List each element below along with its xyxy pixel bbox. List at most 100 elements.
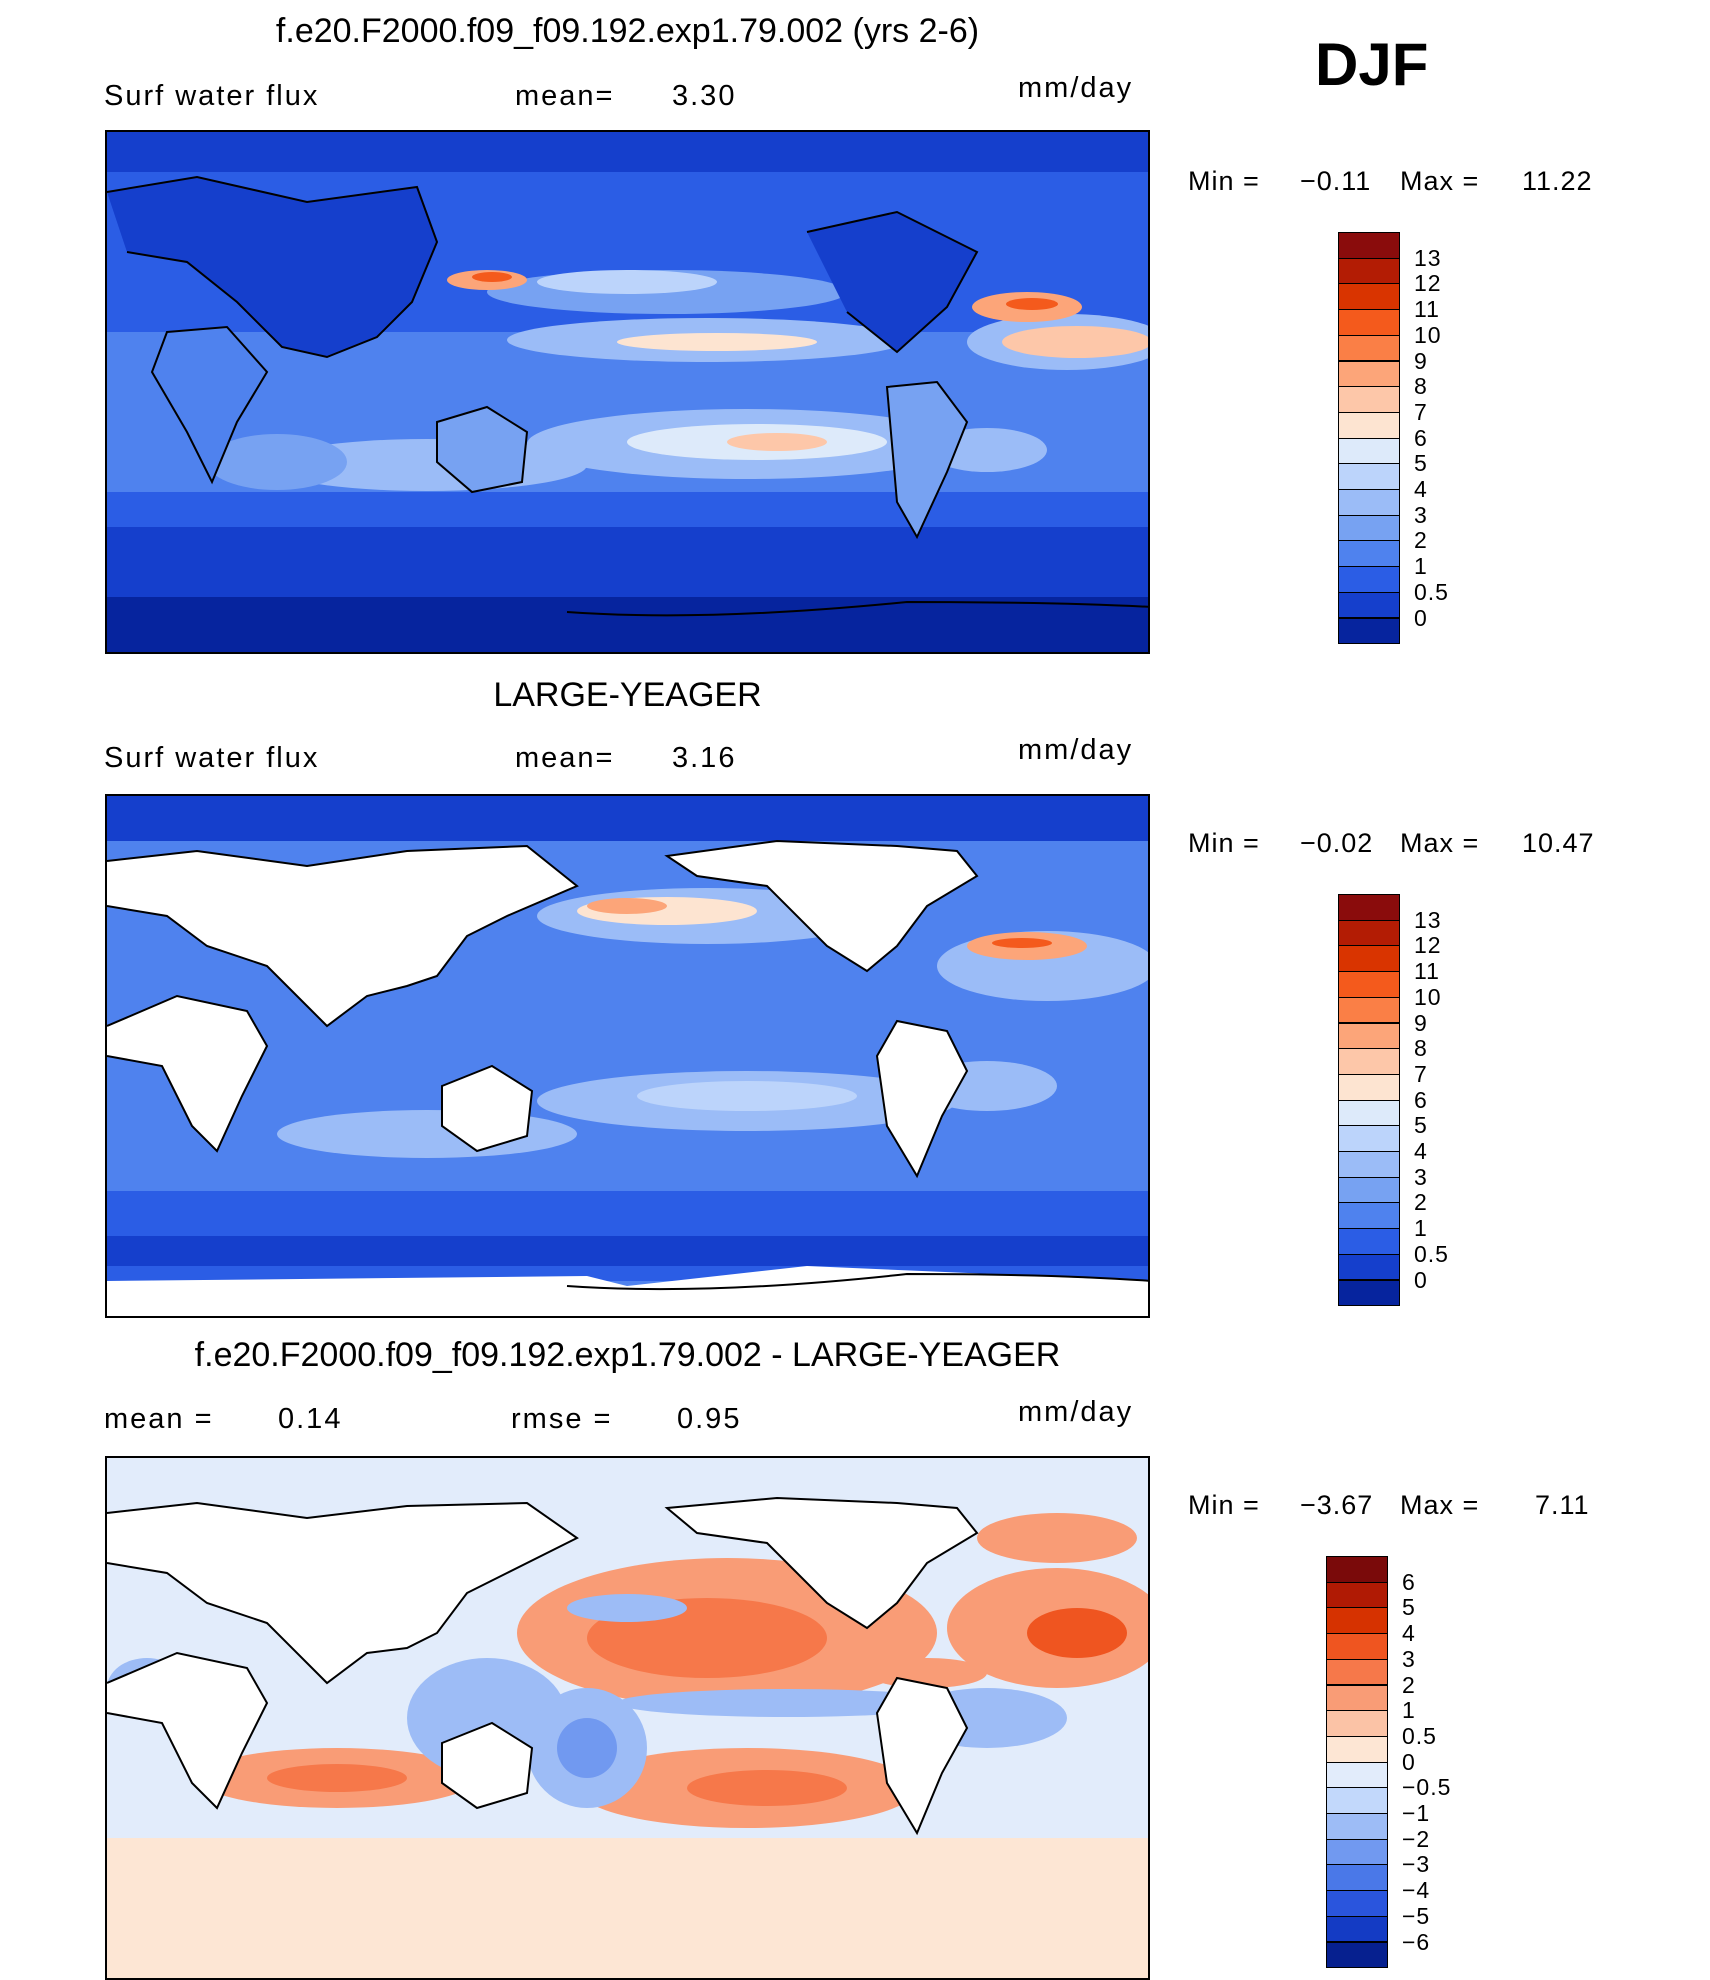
- colorbar-tick-label: −6: [1402, 1928, 1431, 1955]
- colorbar-swatch: [1326, 1684, 1388, 1712]
- panel3-max-value: 7.11: [1535, 1490, 1590, 1520]
- colorbar-swatch: [1326, 1915, 1388, 1943]
- colorbar-swatch: [1338, 1073, 1400, 1101]
- colorbar-tick-label: 10: [1414, 321, 1442, 348]
- panel2-min-label: Min =: [1188, 828, 1260, 858]
- colorbar-tick-label: 3: [1402, 1645, 1416, 1672]
- colorbar-tick-label: 5: [1414, 450, 1428, 477]
- colorbar-swatch: [1338, 360, 1400, 388]
- colorbar-tick-label: 3: [1414, 1163, 1428, 1190]
- colorbar-tick-label: −4: [1402, 1877, 1431, 1904]
- colorbar-swatch: [1338, 386, 1400, 413]
- colorbar-tick-label: 12: [1414, 270, 1442, 297]
- colorbar-swatch: [1326, 1813, 1388, 1840]
- panel3-min-value: −3.67: [1300, 1490, 1374, 1520]
- colorbar-tick-label: 0.5: [1402, 1722, 1437, 1749]
- panel3-min-label: Min =: [1188, 1490, 1260, 1520]
- colorbar-swatch: [1338, 540, 1400, 568]
- colorbar-tick-label: 12: [1414, 932, 1442, 959]
- panel3-mean-label: mean =: [104, 1403, 214, 1435]
- panel2-map: [105, 794, 1150, 1318]
- panel1-max-label: Max =: [1400, 166, 1480, 196]
- colorbar-tick-label: 4: [1414, 1138, 1428, 1164]
- colorbar-tick-label: 0: [1402, 1748, 1416, 1775]
- colorbar-tick-label: −0.5: [1402, 1774, 1452, 1801]
- panel3-mean-value: 0.14: [278, 1403, 343, 1435]
- colorbar-swatch: [1338, 1125, 1400, 1152]
- colorbar-tick-label: 6: [1414, 424, 1428, 451]
- colorbar-tick-label: 2: [1414, 527, 1428, 554]
- colorbar-tick-label: 11: [1414, 958, 1440, 985]
- colorbar-swatch: [1338, 1253, 1400, 1281]
- colorbar-swatch: [1338, 463, 1400, 490]
- panel3-map: [105, 1456, 1150, 1980]
- colorbar-tick-label: 5: [1414, 1112, 1428, 1139]
- colorbar-swatch: [1326, 1761, 1388, 1789]
- colorbar-swatch: [1338, 945, 1400, 973]
- colorbar-swatch: [1338, 1048, 1400, 1075]
- colorbar-tick-label: −5: [1402, 1902, 1431, 1929]
- colorbar-swatch: [1326, 1556, 1388, 1583]
- colorbar-swatch: [1338, 591, 1400, 619]
- colorbar-tick-label: −3: [1402, 1851, 1431, 1878]
- colorbar-swatch: [1338, 411, 1400, 439]
- colorbar-swatch: [1338, 617, 1400, 645]
- colorbar-tick-label: 9: [1414, 347, 1428, 374]
- colorbar-tick-label: 0: [1414, 1266, 1428, 1293]
- colorbar-tick-label: 6: [1402, 1568, 1416, 1595]
- colorbar-swatch: [1326, 1787, 1388, 1814]
- colorbar-swatch: [1338, 514, 1400, 542]
- colorbar-tick-label: 5: [1402, 1594, 1416, 1621]
- panel2-min-value: −0.02: [1300, 828, 1374, 858]
- colorbar-tick-label: 11: [1414, 296, 1440, 323]
- colorbar-tick-label: 0.5: [1414, 578, 1449, 605]
- colorbar-tick-label: 10: [1414, 983, 1442, 1010]
- colorbar-swatch: [1326, 1735, 1388, 1763]
- colorbar-tick-label: 8: [1414, 1035, 1428, 1062]
- panel1-variable-label: Surf water flux: [104, 80, 320, 112]
- panel1-mean-value: 3.30: [672, 80, 737, 112]
- colorbar-swatch: [1338, 1228, 1400, 1255]
- colorbar-tick-label: 2: [1414, 1189, 1428, 1216]
- panel2-max-label: Max =: [1400, 828, 1480, 858]
- panel2-mean-value: 3.16: [672, 742, 737, 774]
- colorbar-swatch: [1338, 283, 1400, 311]
- panel3-map-svg: [107, 1458, 1148, 1978]
- panel3-rmse-value: 0.95: [677, 1403, 742, 1435]
- panel2-variable-label: Surf water flux: [104, 742, 320, 774]
- panel3-units: mm/day: [1018, 1396, 1134, 1428]
- colorbar-tick-label: 13: [1414, 906, 1442, 933]
- colorbar-swatch: [1338, 232, 1400, 259]
- colorbar-tick-label: −2: [1402, 1825, 1431, 1852]
- colorbar-swatch: [1326, 1864, 1388, 1892]
- colorbar-swatch: [1338, 566, 1400, 593]
- colorbar-tick-label: −1: [1402, 1800, 1431, 1826]
- colorbar-swatch: [1338, 1279, 1400, 1307]
- panel1-min-value: −0.11: [1300, 166, 1372, 196]
- panel1-map: [105, 130, 1150, 654]
- colorbar-swatch: [1326, 1941, 1388, 1969]
- colorbar-tick-label: 0.5: [1414, 1240, 1449, 1267]
- colorbar-tick-label: 6: [1414, 1086, 1428, 1113]
- panel2-mean-label: mean=: [515, 742, 615, 774]
- panel1-mean-label: mean=: [515, 80, 615, 112]
- colorbar-swatch: [1338, 437, 1400, 465]
- colorbar-swatch: [1326, 1710, 1388, 1737]
- panel2-title: LARGE-YEAGER: [493, 676, 762, 714]
- colorbar-tick-label: 13: [1414, 244, 1442, 271]
- colorbar-swatch: [1338, 1176, 1400, 1204]
- panel2-max-value: 10.47: [1522, 828, 1595, 858]
- colorbar-swatch: [1338, 1151, 1400, 1178]
- colorbar-swatch: [1338, 971, 1400, 998]
- panel1-max-value: 11.22: [1522, 166, 1593, 196]
- colorbar-tick-label: 4: [1414, 476, 1428, 502]
- panel3-max-label: Max =: [1400, 1490, 1480, 1520]
- panel2-map-svg: [107, 796, 1148, 1316]
- colorbar-tick-label: 4: [1402, 1620, 1416, 1647]
- colorbar-tick-label: 3: [1414, 501, 1428, 528]
- colorbar-swatch: [1338, 489, 1400, 516]
- colorbar-tick-label: 7: [1414, 398, 1428, 425]
- colorbar-tick-label: 7: [1414, 1060, 1428, 1087]
- colorbar-swatch: [1338, 1202, 1400, 1230]
- panel1-min-label: Min =: [1188, 166, 1260, 196]
